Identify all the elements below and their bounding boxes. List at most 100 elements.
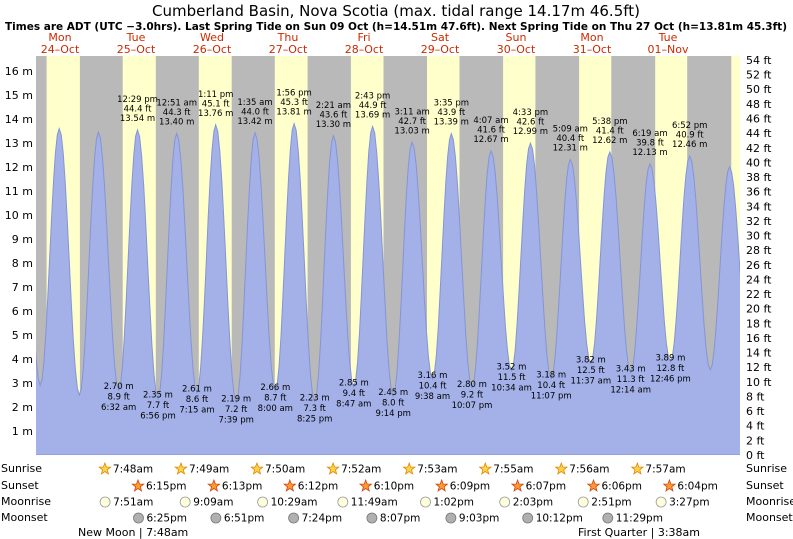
y-axis-label-m: 9 m — [12, 233, 33, 246]
sunset-time: 6:04pm — [677, 481, 717, 493]
moonset-time: 6:25pm — [147, 513, 187, 525]
sunrise-star-icon — [402, 461, 417, 475]
moonset-moon-icon — [288, 512, 300, 524]
low-tide-annotation: 9.2 ft — [461, 390, 484, 400]
high-tide-annotation: 44.4 ft — [124, 105, 152, 115]
low-tide-annotation: 10.4 ft — [537, 381, 565, 391]
day-label: Mon — [580, 31, 603, 44]
low-tide-annotation: 9:38 am — [415, 392, 450, 402]
high-tide-annotation: 1:11 pm — [198, 90, 233, 100]
high-tide-annotation: 4:33 pm — [513, 108, 548, 118]
high-tide-annotation: 12.13 m — [632, 148, 667, 158]
moonset-time: 9:03pm — [459, 513, 499, 525]
day-date-label: 01–Nov — [648, 43, 689, 56]
moonrise-moon-icon — [337, 496, 349, 508]
moonrise-time: 1:02pm — [434, 497, 474, 509]
y-axis-label-ft: 6 ft — [746, 405, 765, 418]
y-axis-label-m: 11 m — [5, 185, 33, 198]
low-tide-annotation: 2.61 m — [182, 384, 212, 394]
y-axis-label-ft: 2 ft — [746, 434, 765, 447]
low-tide-annotation: 12.5 ft — [577, 366, 605, 376]
moonrise-time: 11:49am — [351, 497, 398, 509]
low-tide-annotation: 7:39 pm — [218, 415, 253, 425]
low-tide-annotation: 2.23 m — [300, 394, 330, 404]
low-tide-annotation: 8.7 ft — [264, 394, 287, 404]
sunset-star-icon — [282, 478, 297, 492]
low-tide-annotation: 7.3 ft — [303, 404, 326, 414]
sunrise-time: 7:56am — [569, 464, 609, 476]
low-tide-annotation: 7.7 ft — [147, 401, 170, 411]
low-tide-annotation: 2.35 m — [143, 391, 173, 401]
high-tide-annotation: 13.03 m — [394, 126, 429, 136]
sunrise-star-icon — [478, 461, 493, 475]
moonrise-time: 3:27pm — [669, 497, 709, 509]
day-date-label: 26–Oct — [193, 43, 232, 56]
low-tide-annotation: 8:47 am — [336, 400, 371, 410]
moonrise-moon-icon — [499, 496, 511, 508]
low-tide-annotation: 9.4 ft — [343, 389, 366, 399]
high-tide-annotation: 13.39 m — [434, 118, 469, 128]
day-label: Tue — [658, 31, 678, 44]
y-axis-label-ft: 28 ft — [746, 244, 772, 257]
moonrise-moon-icon — [420, 496, 431, 508]
row-label-sunrise-left: Sunrise — [1, 462, 42, 475]
y-axis-label-ft: 34 ft — [746, 200, 772, 213]
low-tide-annotation: 3.52 m — [497, 363, 527, 373]
low-tide-annotation: 11:07 pm — [531, 392, 572, 402]
y-axis-label-m: 5 m — [12, 329, 33, 342]
low-tide-annotation: 12:46 pm — [650, 375, 691, 385]
low-tide-annotation: 6:56 pm — [140, 412, 175, 422]
high-tide-annotation: 43.6 ft — [319, 110, 347, 120]
low-tide-annotation: 2.19 m — [221, 394, 251, 404]
row-label-moonset-right: Moonset — [746, 511, 793, 524]
y-axis-label-m: 7 m — [12, 281, 33, 294]
high-tide-annotation: 40.4 ft — [556, 134, 584, 144]
moonrise-moon-icon — [655, 496, 667, 508]
high-tide-annotation: 2:43 pm — [355, 91, 390, 101]
sunset-star-icon — [358, 478, 373, 492]
sunrise-time: 7:50am — [265, 464, 305, 476]
sunrise-star-icon — [250, 461, 264, 475]
high-tide-annotation: 41.6 ft — [477, 125, 505, 135]
low-tide-annotation: 3.18 m — [536, 371, 566, 381]
high-tide-annotation: 1:35 am — [237, 98, 272, 108]
moonset-moon-icon — [522, 512, 534, 524]
row-label-sunrise-right: Sunrise — [746, 462, 787, 475]
low-tide-annotation: 3.16 m — [418, 371, 448, 381]
moonset-moon-icon — [133, 512, 144, 524]
low-tide-annotation: 8:00 am — [258, 404, 293, 414]
low-tide-annotation: 3.82 m — [576, 355, 606, 365]
y-axis-label-ft: 22 ft — [746, 288, 772, 301]
high-tide-annotation: 41.4 ft — [596, 127, 624, 137]
low-tide-annotation: 8.0 ft — [382, 399, 405, 409]
sunrise-star-icon — [98, 461, 112, 475]
moonrise-time: 7:51am — [113, 497, 153, 509]
page-title: Cumberland Basin, Nova Scotia (max. tida… — [152, 2, 640, 20]
low-tide-annotation: 11.3 ft — [617, 375, 645, 385]
y-axis-label-m: 14 m — [5, 113, 33, 126]
y-axis-label-ft: 14 ft — [746, 347, 772, 360]
y-axis-label-ft: 30 ft — [746, 230, 772, 243]
y-axis-label-m: 8 m — [12, 257, 33, 270]
high-tide-annotation: 44.9 ft — [359, 101, 387, 111]
low-tide-annotation: 2.80 m — [457, 380, 487, 390]
high-tide-annotation: 12.62 m — [592, 136, 627, 146]
sunset-star-icon — [662, 478, 677, 492]
low-tide-annotation: 11:37 am — [570, 376, 611, 386]
sunset-star-icon — [434, 478, 449, 492]
moonrise-moon-icon — [577, 496, 589, 508]
day-date-label: 25–Oct — [117, 43, 156, 56]
y-axis-label-ft: 12 ft — [746, 361, 772, 374]
y-axis-label-m: 2 m — [12, 401, 33, 414]
high-tide-annotation: 42.6 ft — [516, 118, 544, 128]
low-tide-annotation: 9:14 pm — [375, 409, 410, 419]
moonset-time: 6:51pm — [224, 513, 264, 525]
sunrise-star-icon — [554, 461, 569, 475]
moonrise-moon-icon — [257, 496, 269, 508]
y-axis-label-ft: 0 ft — [746, 449, 765, 462]
moonset-moon-icon — [602, 512, 614, 524]
high-tide-annotation: 43.9 ft — [437, 108, 465, 118]
moonset-time: 10:12pm — [536, 513, 583, 525]
